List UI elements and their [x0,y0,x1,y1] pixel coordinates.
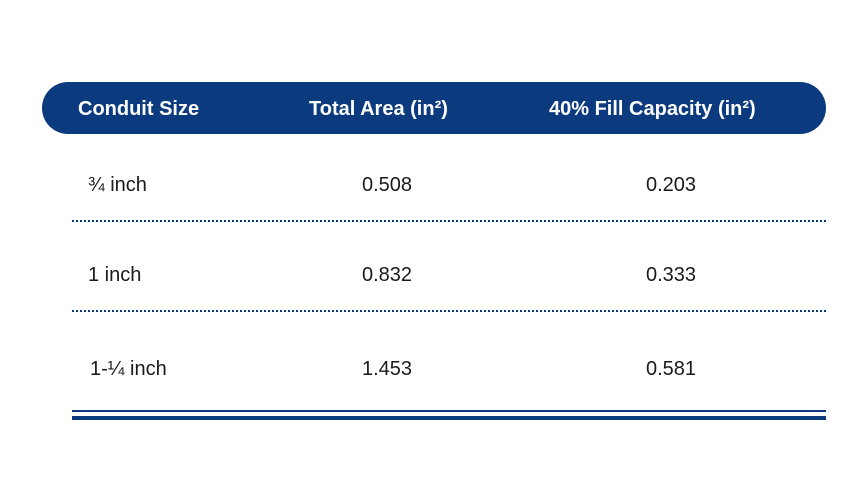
cell-fill-capacity: 0.203 [646,174,697,196]
table-header: Conduit Size Total Area (in²) 40% Fill C… [42,82,826,134]
header-total-area: Total Area (in²) [309,98,448,120]
footer-rule-thick [72,416,826,420]
table-footer-rule [72,410,826,420]
table-row: 1-¼ inch 1.453 0.581 [42,350,826,390]
row-divider [72,220,826,222]
table-row: ¾ inch 0.508 0.203 [42,166,826,206]
conduit-fill-table: Conduit Size Total Area (in²) 40% Fill C… [42,82,826,420]
table-row: 1 inch 0.832 0.333 [42,256,826,296]
cell-fill-capacity: 0.581 [646,358,697,380]
footer-rule-thin [72,410,826,412]
cell-total-area: 0.508 [362,174,413,196]
row-divider [72,310,826,312]
header-conduit-size: Conduit Size [78,98,200,120]
cell-fill-capacity: 0.333 [646,264,697,286]
cell-total-area: 0.832 [362,264,413,286]
cell-conduit-size: ¾ inch [88,174,147,196]
cell-total-area: 1.453 [362,358,413,380]
cell-conduit-size: 1-¼ inch [90,358,167,380]
cell-conduit-size: 1 inch [88,264,142,286]
header-fill-capacity: 40% Fill Capacity (in²) [549,98,756,120]
